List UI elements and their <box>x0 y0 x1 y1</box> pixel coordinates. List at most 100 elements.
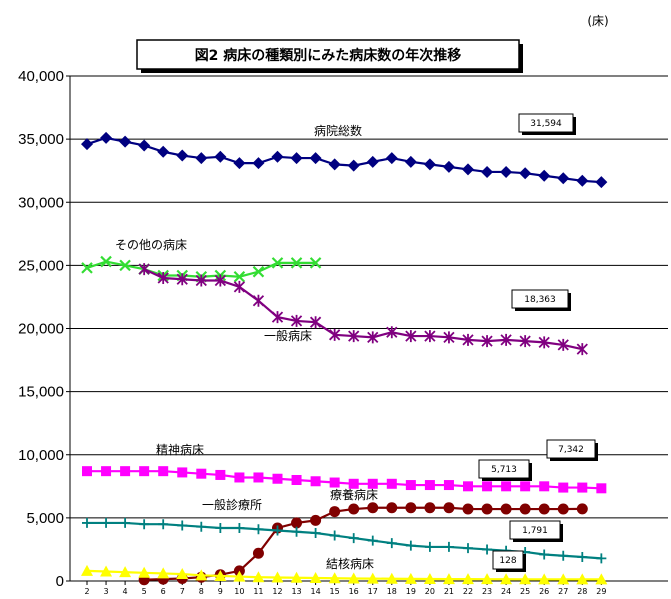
data-point <box>195 274 207 287</box>
data-point <box>367 331 379 344</box>
data-point <box>519 573 532 585</box>
data-point <box>538 503 550 515</box>
data-point <box>482 544 493 555</box>
data-point <box>367 535 378 546</box>
data-point <box>196 468 207 479</box>
data-point <box>595 573 608 585</box>
data-point <box>271 150 284 163</box>
data-point <box>538 169 551 182</box>
data-point <box>463 481 473 492</box>
svg-text:5,713: 5,713 <box>491 465 517 475</box>
series-0 <box>81 131 608 189</box>
data-point <box>329 530 340 541</box>
x-tick-label: 7 <box>180 587 185 596</box>
x-tick-label: 22 <box>463 587 473 596</box>
label-other-beds: その他の病床 <box>115 237 187 252</box>
data-point <box>120 466 131 477</box>
svg-text:128: 128 <box>499 556 516 566</box>
data-point <box>576 174 589 187</box>
data-point <box>119 135 132 148</box>
data-point <box>233 570 246 582</box>
x-tick-label: 11 <box>253 587 263 596</box>
data-point <box>329 506 341 518</box>
series-3 <box>82 466 607 494</box>
data-point <box>252 547 264 559</box>
data-point <box>233 280 246 293</box>
data-point <box>195 569 208 581</box>
data-point <box>539 481 550 492</box>
data-point <box>404 572 417 584</box>
y-axis: 0 5,000 10,000 15,000 20,000 25,000 30,000 35,0… <box>18 68 71 590</box>
data-point <box>462 333 474 346</box>
data-point <box>158 519 169 530</box>
data-point <box>195 152 208 165</box>
y-tick-label: 0 <box>56 573 64 590</box>
unit-label: (床) <box>587 14 608 28</box>
data-point <box>214 569 227 581</box>
data-point <box>538 336 550 349</box>
data-point <box>462 163 474 176</box>
svg-text:18,363: 18,363 <box>524 295 556 305</box>
x-tick-label: 25 <box>520 587 530 596</box>
data-point <box>328 158 341 171</box>
data-point <box>233 270 246 283</box>
data-point <box>157 272 169 284</box>
data-point <box>271 571 284 583</box>
data-point <box>538 573 551 585</box>
data-point <box>81 564 93 576</box>
callout-tuberculosis-beds: 128 <box>492 550 526 572</box>
data-point <box>596 483 607 494</box>
data-point <box>596 553 607 564</box>
x-tick-label: 12 <box>272 587 282 596</box>
data-point <box>386 538 397 549</box>
x-tick-label: 26 <box>539 587 549 596</box>
data-point <box>310 514 322 526</box>
series-line <box>143 268 583 351</box>
data-point <box>234 472 245 483</box>
data-point <box>290 571 303 583</box>
data-point <box>82 517 92 528</box>
data-point <box>214 150 227 163</box>
data-point <box>424 502 436 514</box>
data-point <box>366 572 379 584</box>
data-point <box>424 330 436 343</box>
x-tick-label: 13 <box>291 587 301 596</box>
title-shadow <box>519 44 523 73</box>
data-point <box>347 159 360 172</box>
data-point <box>462 503 474 515</box>
data-point <box>139 519 150 530</box>
x-tick-label: 23 <box>482 587 492 596</box>
data-point <box>176 273 188 286</box>
data-point <box>233 157 246 170</box>
x-tick-label: 29 <box>596 587 606 596</box>
x-tick-label: 21 <box>444 587 454 596</box>
data-point <box>101 517 112 528</box>
data-point <box>310 528 321 539</box>
data-point <box>329 328 341 341</box>
data-point <box>138 139 151 152</box>
data-point <box>481 165 494 178</box>
y-tick-label: 30,000 <box>18 194 64 211</box>
data-point <box>291 526 302 537</box>
data-point <box>500 165 513 178</box>
data-point <box>252 157 265 170</box>
x-tick-label: 14 <box>311 587 321 596</box>
data-point <box>442 160 455 173</box>
data-point <box>463 543 473 554</box>
data-point <box>519 503 531 515</box>
data-point <box>576 573 589 585</box>
data-point <box>482 481 493 492</box>
data-point <box>82 466 92 477</box>
data-point <box>290 152 303 165</box>
svg-text:7,342: 7,342 <box>558 445 584 455</box>
data-point <box>481 503 493 515</box>
x-tick-label: 27 <box>558 587 568 596</box>
series-6 <box>81 564 608 585</box>
callout-psychiatric-beds: 7,342 <box>546 439 598 461</box>
data-point <box>234 522 245 533</box>
x-tick-label: 24 <box>501 587 511 596</box>
series-4 <box>138 502 588 586</box>
data-point <box>442 573 455 585</box>
data-point <box>385 572 398 584</box>
data-point <box>348 533 359 544</box>
